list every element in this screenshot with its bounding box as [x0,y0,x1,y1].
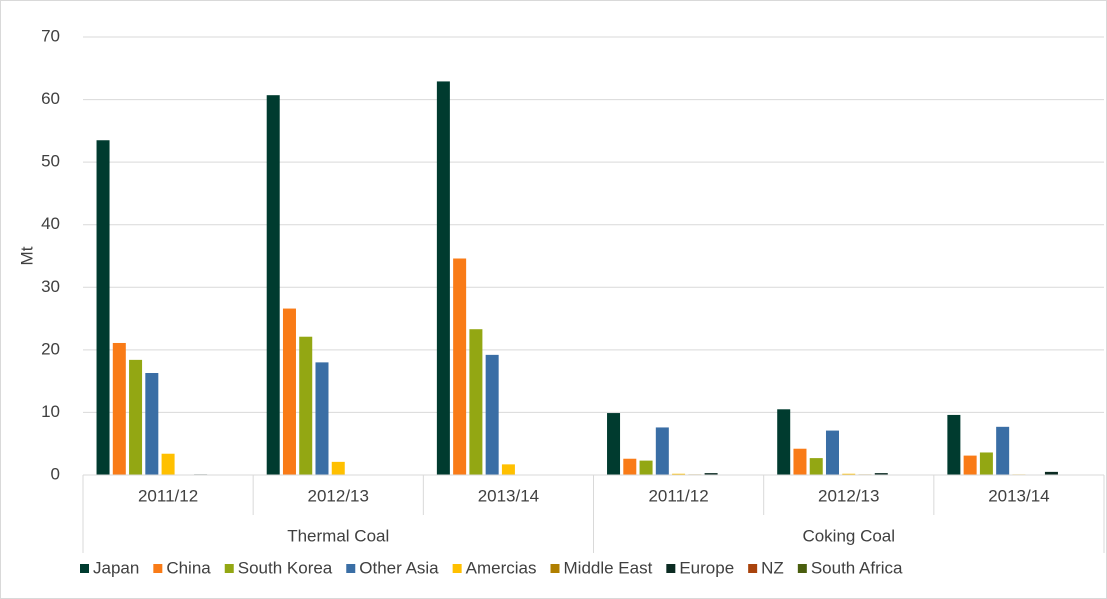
bar [161,453,175,475]
bar [282,308,296,475]
bar [1044,471,1058,475]
x-tick-label: 2012/13 [818,486,879,505]
y-axis-label: Mt [17,246,36,265]
legend-label: Middle East [564,558,653,577]
legend-swatch [80,564,89,573]
bar [501,464,515,475]
legend-label: South Africa [811,558,903,577]
bar [793,448,807,475]
bar [947,414,961,475]
legend-swatch [666,564,676,573]
bar [996,426,1010,475]
bar [469,329,483,475]
legend-label: Japan [93,558,139,577]
legend-label: Other Asia [359,558,439,577]
bar [842,473,856,475]
bar [825,430,839,475]
bar [874,473,888,475]
x-tick-label: 2012/13 [308,486,369,505]
y-tick-label: 60 [41,89,60,108]
y-tick-label: 70 [41,26,60,45]
y-tick-label: 20 [41,339,60,358]
legend-swatch [224,564,234,573]
bar [777,409,791,475]
bar [129,359,143,475]
bar [112,342,126,475]
y-tick-label: 0 [51,464,60,483]
x-tick-label: 2013/14 [988,486,1049,505]
bar [809,458,823,475]
bar [623,458,637,475]
bar [655,427,669,475]
x-tick-label: 2011/12 [138,486,198,505]
legend-swatch [797,564,807,573]
y-tick-label: 50 [41,152,60,171]
bar [453,258,467,475]
group-label: Thermal Coal [287,526,389,545]
x-tick-label: 2011/12 [648,486,708,505]
bar [639,460,653,475]
legend-swatch [748,564,758,573]
legend-swatch [550,564,560,573]
bar [299,336,313,475]
legend-label: Amercias [466,558,537,577]
bar [485,354,499,475]
legend-swatch [452,564,462,573]
bar [963,455,977,475]
legend-swatch [346,564,356,573]
y-tick-label: 30 [41,277,60,296]
bar [96,140,110,475]
bar [607,413,621,475]
bar [145,373,159,475]
y-tick-label: 40 [41,214,60,233]
legend-label: Europe [679,558,734,577]
legend-label: South Korea [238,558,333,577]
bar [672,473,686,475]
bar [315,362,329,475]
x-tick-label: 2013/14 [478,486,539,505]
bar [331,461,345,475]
legend-label: China [166,558,211,577]
legend-swatch [153,564,163,573]
group-label: Coking Coal [802,526,895,545]
y-tick-label: 10 [41,402,60,421]
bar [979,452,993,475]
bar [704,473,718,475]
bar [266,95,280,475]
legend-label: NZ [761,558,784,577]
bar [436,81,450,475]
